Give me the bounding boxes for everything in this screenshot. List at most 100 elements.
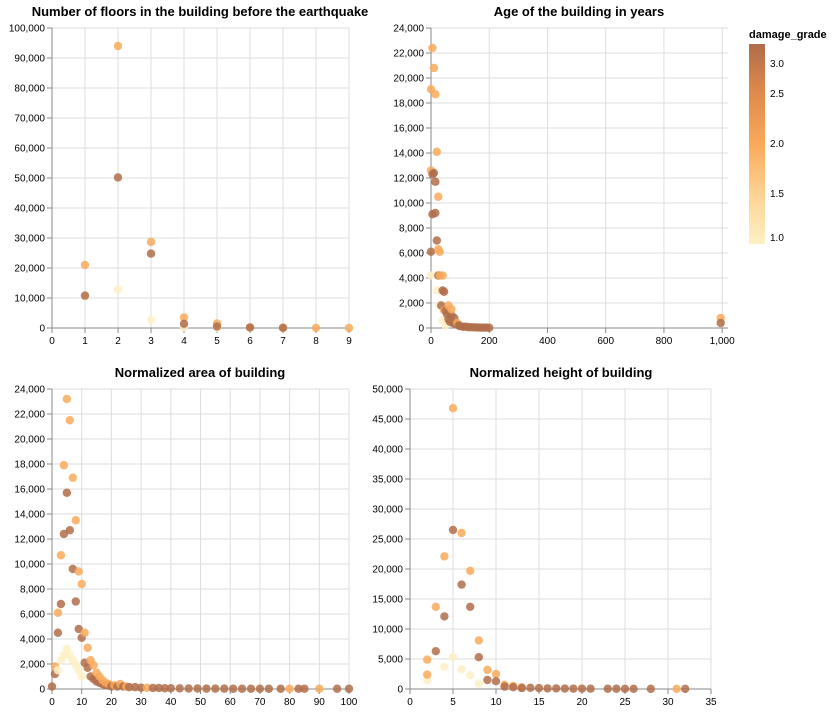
- scatter-point: [237, 684, 247, 693]
- chart-title: Normalized height of building: [470, 365, 653, 380]
- scatter-point: [146, 237, 156, 247]
- scatter-point: [485, 323, 494, 332]
- x-tick-label: 200: [481, 336, 498, 347]
- scatter-point: [166, 684, 175, 693]
- gridlines: [430, 27, 728, 329]
- scatter-point: [179, 313, 189, 322]
- x-tick-label: 20: [106, 697, 118, 708]
- scatter-point: [543, 684, 552, 693]
- y-tick-label: 50,000: [14, 174, 45, 185]
- scatter-point: [716, 318, 725, 328]
- scatter-point: [431, 647, 440, 656]
- x-tick-label: 8: [313, 336, 319, 347]
- axes: 0 2,000 4,000 6,000 8,000 10,000 12,000 14,000 1…: [393, 24, 735, 348]
- axes: 0 5,000 10,000 15,000 20,000 25,000 30,000 35,0…: [372, 385, 717, 709]
- scatter-point: [431, 177, 440, 186]
- scatter-point: [448, 653, 458, 662]
- scatter-points: [426, 43, 725, 332]
- y-tick-label: 10,000: [393, 199, 424, 210]
- scatter-point: [264, 684, 274, 693]
- x-tick-label: 100: [341, 697, 358, 708]
- y-tick-label: 6,000: [20, 610, 45, 621]
- y-tick-label: 12,000: [393, 174, 424, 185]
- floors-chart: Number of floors in the building before …: [9, 4, 368, 347]
- scatter-point: [344, 323, 354, 333]
- scatter-point: [448, 525, 458, 535]
- x-tick-label: 800: [656, 336, 673, 347]
- y-tick-label: 80,000: [14, 84, 45, 95]
- scatter-point: [432, 286, 442, 295]
- x-tick-label: 4: [181, 336, 187, 347]
- x-tick-label: 5: [450, 697, 456, 708]
- x-tick-label: 6: [247, 336, 253, 347]
- x-tick-label: 70: [254, 697, 266, 708]
- scatter-point: [432, 236, 442, 245]
- y-tick-label: 24,000: [393, 24, 424, 35]
- scatter-point: [491, 677, 501, 686]
- scatter-point: [457, 665, 466, 674]
- x-tick-label: 3: [148, 336, 154, 347]
- y-tick-label: 60,000: [14, 144, 45, 155]
- x-tick-label: 20: [576, 697, 588, 708]
- scatter-point: [620, 684, 630, 694]
- x-tick-label: 0: [49, 697, 55, 708]
- scatter-point: [440, 612, 449, 621]
- scatter-point: [62, 394, 72, 404]
- y-tick-label: 0: [39, 685, 45, 696]
- y-tick-label: 0: [39, 324, 45, 335]
- scatter-point: [491, 669, 501, 679]
- scatter-point: [59, 461, 69, 470]
- x-tick-label: 30: [136, 697, 148, 708]
- scatter-point: [47, 682, 57, 691]
- scatter-point: [315, 684, 324, 693]
- x-tick-label: 0: [407, 697, 413, 708]
- scatter-point: [202, 684, 211, 693]
- y-tick-label: 40,000: [14, 204, 45, 215]
- scatter-point: [113, 41, 123, 51]
- scatter-point: [184, 684, 193, 693]
- x-tick-label: 40: [165, 697, 177, 708]
- legend-tick: 1.0: [770, 233, 784, 244]
- scatter-points: [80, 41, 354, 333]
- scatter-point: [77, 579, 86, 589]
- scatter-point: [500, 682, 509, 691]
- scatter-point: [560, 684, 569, 693]
- gridlines: [409, 388, 712, 690]
- scatter-point: [438, 271, 447, 280]
- scatter-point: [646, 684, 655, 694]
- x-tick-label: 400: [539, 336, 556, 347]
- y-tick-label: 18,000: [14, 460, 45, 471]
- y-tick-label: 15,000: [372, 595, 403, 606]
- scatter-points: [423, 404, 690, 694]
- chart-title: Age of the building in years: [494, 4, 664, 19]
- y-tick-label: 0: [418, 324, 424, 335]
- scatter-point: [125, 682, 134, 692]
- scatter-point: [311, 323, 321, 333]
- scatter-point: [447, 305, 456, 314]
- scatter-point: [435, 247, 444, 256]
- scatter-point: [56, 599, 66, 609]
- scatter-point: [113, 173, 123, 182]
- scatter-point: [344, 684, 354, 693]
- scatter-point: [509, 683, 518, 692]
- y-tick-label: 100,000: [9, 24, 46, 35]
- x-tick-label: 0: [49, 336, 55, 347]
- scatter-point: [517, 683, 526, 693]
- scatter-point: [474, 653, 483, 662]
- x-tick-label: 80: [284, 697, 296, 708]
- scatter-point: [89, 661, 98, 670]
- scatter-point: [113, 285, 123, 294]
- scatter-point: [53, 608, 63, 617]
- scatter-point: [434, 192, 443, 201]
- y-tick-label: 30,000: [14, 234, 45, 245]
- chart-title: Normalized area of building: [115, 365, 286, 380]
- scatter-point: [278, 323, 288, 333]
- scatter-point: [160, 684, 170, 693]
- axes: 0 10,000 20,000 30,000 40,000 50,000 60,000 70,…: [9, 24, 352, 348]
- x-tick-label: 7: [280, 336, 286, 347]
- y-tick-label: 6,000: [399, 249, 424, 260]
- y-tick-label: 8,000: [20, 585, 45, 596]
- y-tick-label: 20,000: [14, 435, 45, 446]
- legend-gradient-bar: [749, 44, 765, 244]
- y-tick-label: 10,000: [14, 294, 45, 305]
